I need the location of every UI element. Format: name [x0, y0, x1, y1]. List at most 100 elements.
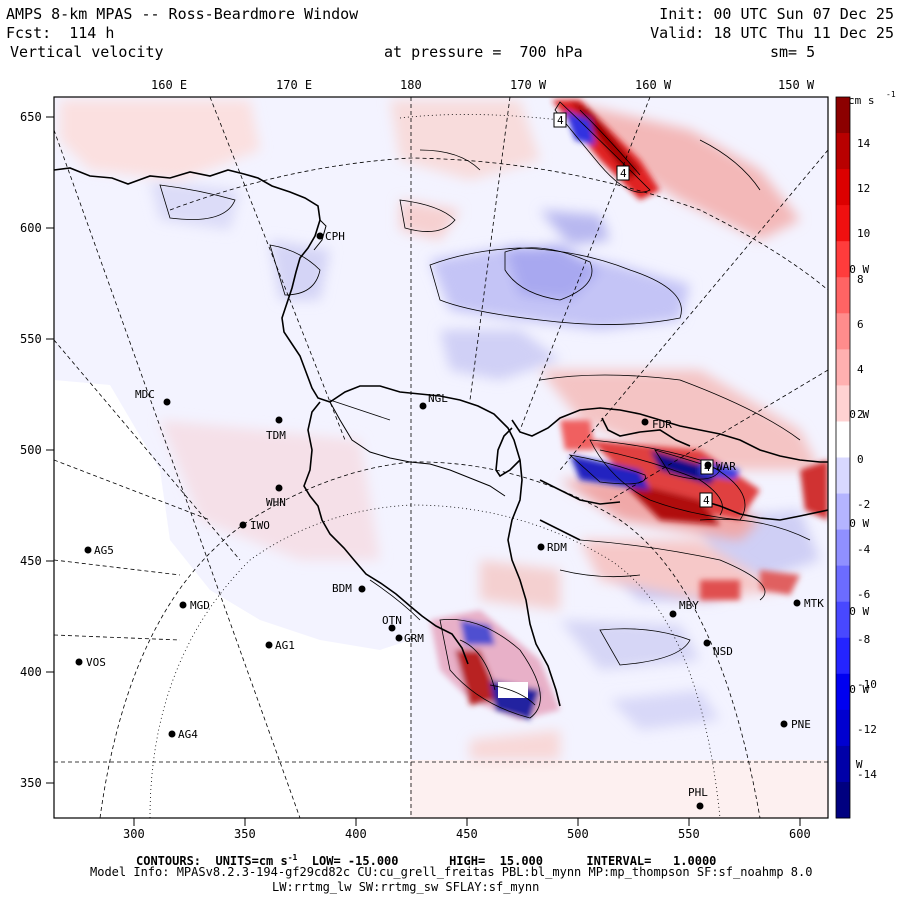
colorbar-units-exponent: -1 — [886, 90, 896, 99]
south-pink-band — [410, 760, 828, 818]
station-dot — [780, 720, 788, 728]
contours-exp: -1 — [287, 853, 298, 862]
station-label: PNE — [791, 718, 811, 731]
station-label: MBY — [679, 599, 699, 612]
colorbar-swatch — [836, 709, 850, 747]
station-label: AG1 — [275, 639, 295, 652]
station-dot — [537, 543, 545, 551]
station-dot — [358, 585, 366, 593]
colorbar-label: -12 — [857, 723, 877, 736]
colorbar-swatch — [836, 241, 850, 278]
no-data-region — [54, 380, 410, 818]
pink-areas — [60, 100, 820, 760]
lon-label: 160 E — [151, 78, 187, 92]
ice-shelf-lines — [313, 219, 506, 497]
highlight-label: 4 — [620, 167, 627, 180]
y-axis: 650 600 550 500 450 400 350 — [20, 110, 54, 790]
colorbar-labels: 14 12 10 8 6 4 2 0 -2 -4 -6 -8 -10 -12 -… — [857, 137, 877, 781]
colorbar-swatch — [836, 781, 850, 819]
station-label: CPH — [325, 230, 345, 243]
colorbar-frame — [835, 96, 851, 819]
x-tick-label: 400 — [345, 827, 367, 841]
colorbar-swatch — [836, 421, 850, 458]
valid-time: Valid: 18 UTC Thu 11 Dec 25 — [650, 24, 894, 42]
station-dot — [793, 599, 801, 607]
colorbar-swatch — [836, 601, 850, 639]
station-label: WAR — [716, 460, 736, 473]
highlight-box — [616, 165, 630, 181]
lon-label: 150 W — [778, 78, 815, 92]
y-tick-label: 400 — [20, 665, 42, 679]
colorbar-label: -8 — [857, 633, 870, 646]
highlight-box — [553, 112, 567, 128]
station-label: VOS — [86, 656, 106, 669]
colorbar-swatch — [836, 745, 850, 783]
y-tick-label: 550 — [20, 332, 42, 346]
station-dot — [75, 658, 83, 666]
station-label: TDM — [266, 429, 286, 442]
colorbar-swatches — [836, 97, 850, 819]
y-tick-label: 650 — [20, 110, 42, 124]
colorbar-swatch — [836, 133, 850, 170]
stations-layer: CPH NGL MDC TDM WHN IWO AG5 MGD BDM OTN … — [75, 230, 824, 810]
colorbar-label: 2 — [857, 408, 864, 421]
colorbar-swatch — [836, 277, 850, 314]
station-dot — [239, 521, 247, 529]
graticule — [54, 97, 828, 818]
strong-features — [430, 100, 828, 720]
init-time: Init: 00 UTC Sun 07 Dec 25 — [659, 5, 894, 23]
colorbar-label: -2 — [857, 498, 870, 511]
colorbar-label: 10 — [857, 227, 870, 240]
station-dot — [316, 232, 324, 240]
top-lon-labels: 160 E 170 E 180 170 W 160 W 150 W — [151, 78, 815, 92]
colorbar-label: -6 — [857, 588, 870, 601]
x-tick-label: 300 — [123, 827, 145, 841]
highlight-label: 4 — [557, 114, 564, 127]
station-dot — [388, 624, 396, 632]
graticule-dotted — [149, 114, 721, 818]
station-label: OTN — [382, 614, 402, 627]
colorbar-swatch — [836, 493, 850, 531]
station-label: MTK — [804, 597, 824, 610]
station-label: AG5 — [94, 544, 114, 557]
station-dot — [419, 402, 427, 410]
station-dot — [275, 416, 283, 424]
colorbar-label: -4 — [857, 543, 871, 556]
station-label: NGL — [428, 392, 448, 405]
colorbar-swatch — [836, 385, 850, 422]
station-label: BDM — [332, 582, 352, 595]
y-tick-label: 350 — [20, 776, 42, 790]
colorbar-label: 12 — [857, 182, 870, 195]
lon-label: 170 E — [276, 78, 312, 92]
station-label: PHL — [688, 786, 708, 799]
lon-label: 160 W — [635, 78, 672, 92]
model-info: Model Info: MPASv8.2.3-194-gf29cd82c CU:… — [90, 865, 813, 879]
station-label: WHN — [266, 496, 286, 509]
field-layer: 4 4 4 4 CPH NGL MDC TDM WHN IWO AG5 MGD — [54, 97, 828, 818]
highlight-box — [699, 492, 713, 508]
station-label: MGD — [190, 599, 210, 612]
contours-prefix: CONTOURS: UNITS=cm s — [136, 854, 288, 868]
x-tick-label: 600 — [789, 827, 811, 841]
x-tick-label: 450 — [456, 827, 478, 841]
y-tick-label: 450 — [20, 554, 42, 568]
station-dot — [163, 398, 171, 406]
station-dot — [641, 418, 649, 426]
colorbar-label: 8 — [857, 273, 864, 286]
station-dot — [265, 641, 273, 649]
station-label: RDM — [547, 541, 567, 554]
colorbar-swatch — [836, 205, 850, 242]
colorbar-swatch — [836, 349, 850, 386]
station-dot — [696, 802, 704, 810]
colorbar-swatch — [836, 565, 850, 603]
model-info-2: LW:rrtmg_lw SW:rrtmg_sw SFLAY:sf_mynn — [272, 880, 540, 894]
colorbar-label: 6 — [857, 318, 864, 331]
coastline — [54, 167, 828, 707]
colorbar-swatch — [836, 673, 850, 711]
colorbar-label: 4 — [857, 363, 864, 376]
colorbar-label: -10 — [857, 678, 877, 691]
x-tick-label: 350 — [234, 827, 256, 841]
field-name: Vertical velocity — [10, 43, 164, 61]
white-patch — [498, 682, 528, 698]
